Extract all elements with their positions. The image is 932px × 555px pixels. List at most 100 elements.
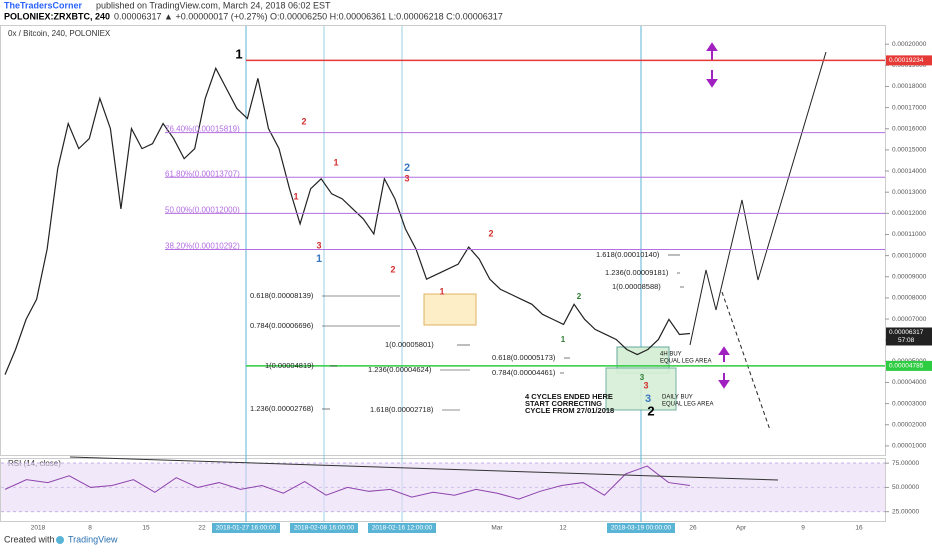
footer-created: Created with [4, 534, 55, 544]
x-tick-label: 2018-02-16 12:00:00 [372, 525, 433, 532]
x-tick-label: 8 [88, 525, 92, 532]
y-tick-label: 0.00003000 [892, 400, 927, 407]
x-tick-label: 2018-01-27 16:00:00 [216, 525, 277, 532]
x-tick-label: 15 [142, 525, 150, 532]
y-tick-label: 0.00008000 [892, 295, 927, 302]
fib-label: 1(0.00005801) [385, 340, 434, 349]
note: 4H BUY [660, 352, 682, 358]
note: 4 CYCLES ENDED HERE [525, 392, 613, 401]
note: CYCLE FROM 27/01/2018 [525, 406, 614, 415]
note: START CORRECTING [525, 399, 602, 408]
y-tick-label: 0.00001000 [892, 443, 927, 450]
wave-label: 2 [577, 292, 582, 301]
x-label-highlight [212, 523, 280, 533]
y-tick-label: 0.00011000 [892, 231, 926, 238]
projection-alt [721, 291, 771, 431]
wave-label: 1 [316, 253, 322, 265]
arrows [706, 42, 730, 389]
target-box [423, 293, 477, 326]
y-tick-label: 0.00015000 [892, 147, 927, 154]
x-label-highlight [607, 523, 675, 533]
x-tick-label: 26 [689, 525, 697, 532]
y-tick-label: 0.00002000 [892, 421, 927, 428]
main-pane [0, 25, 886, 456]
wave-label: 1 [561, 335, 566, 344]
wave-label: 2 [301, 116, 306, 126]
y-tick-label: 0.00009000 [892, 273, 927, 280]
author: TheTradersCorner [4, 0, 83, 10]
wave-label: 1 [333, 157, 338, 167]
y-tick-label: 0.00019000 [892, 62, 927, 69]
y-tick-label: 0.00014000 [892, 168, 927, 175]
chart-title: 0x / Bitcoin, 240, POLONIEX [8, 29, 111, 38]
x-tick-label: 2018-03-19 00:00:00 [611, 525, 672, 532]
published: published on TradingView.com, March 24, … [96, 0, 331, 10]
fib-label: 0.618(0.00005173) [492, 353, 556, 362]
ticker: POLONIEX:ZRXBTC, 240 [4, 11, 110, 21]
rsi-pane [0, 458, 886, 522]
logo [56, 536, 64, 544]
wave-label: 2 [488, 228, 493, 238]
fib-label: 1.236(0.00002768) [250, 404, 314, 413]
fib-label: 1.618(0.00010140) [596, 250, 660, 259]
wave-label: 1 [439, 286, 444, 296]
last-price: 0.00006317 [889, 329, 924, 336]
series-line [4, 465, 691, 500]
projection [689, 51, 827, 346]
level-label: 76.40%(0.00015819) [165, 125, 240, 134]
y-tick-label: 0.00016000 [892, 125, 927, 132]
price-badge [886, 360, 932, 371]
fib-label: 1(0.00004819) [265, 361, 314, 370]
wave-label: 1 [235, 46, 242, 61]
x-tick-label: 22 [198, 525, 206, 532]
fib-label: 0.784(0.00004461) [492, 368, 556, 377]
y-tick-label: 0.00018000 [892, 83, 927, 90]
wave-label: 2 [647, 403, 654, 418]
x-tick-label: 12 [559, 525, 567, 532]
fib-label: 1.618(0.00002718) [370, 405, 434, 414]
cycle-lines [245, 26, 642, 522]
x-label-highlight [368, 523, 436, 533]
y-tick-label: 0.00013000 [892, 189, 927, 196]
y-tick-label: 0.00017000 [892, 104, 927, 111]
rsi-trend [69, 456, 779, 481]
fib-label: 1(0.00008588) [612, 282, 661, 291]
wave-label: 2 [404, 162, 410, 174]
note: DAILY BUY [662, 395, 693, 401]
x-tick-label: Mar [491, 525, 503, 532]
x-tick-label: 16 [855, 525, 863, 532]
price-badge-label: 0.00004785 [889, 363, 924, 370]
level-label: 50.00%(0.00012000) [165, 205, 240, 214]
y-tick-label: 0.00012000 [892, 210, 927, 217]
rsi-band [1, 463, 885, 512]
quote: 0.00006317 ▲ +0.00000017 (+0.27%) O:0.00… [114, 11, 503, 21]
wave-label: 3 [643, 380, 648, 390]
series-line [4, 66, 691, 375]
fib-label: 0.784(0.00006696) [250, 321, 314, 330]
wave-label: 3 [640, 373, 645, 382]
last-price-badge [886, 327, 932, 346]
y-tick-label: 0.00020000 [892, 41, 927, 48]
wave-label: 3 [645, 393, 651, 405]
level-label: 38.20%(0.00010292) [165, 242, 240, 251]
wave-label: 3 [316, 240, 321, 250]
y-tick-label: 75.00000 [892, 460, 919, 467]
x-tick-label: 9 [801, 525, 805, 532]
footer-brand[interactable]: TradingView [68, 534, 118, 544]
wave-label: 3 [404, 173, 409, 183]
wave-label: 2 [390, 264, 395, 274]
wave-label: 1 [293, 191, 298, 201]
fib-label: 1.236(0.00004624) [368, 365, 432, 374]
y-tick-label: 0.00004000 [892, 379, 927, 386]
note: EQUAL LEG AREA [660, 359, 711, 365]
y-tick-label: 25.00000 [892, 508, 919, 515]
price-badge-label: 0.00019234 [889, 57, 924, 64]
x-tick-label: Apr [736, 525, 747, 532]
buy-box-daily [605, 367, 677, 411]
x-tick-label: 2018 [31, 525, 46, 532]
x-label-highlight [290, 523, 358, 533]
fib-label: 1.236(0.00009181) [605, 268, 669, 277]
price-badge [886, 55, 932, 66]
level-label: 61.80%(0.00013707) [165, 169, 240, 178]
